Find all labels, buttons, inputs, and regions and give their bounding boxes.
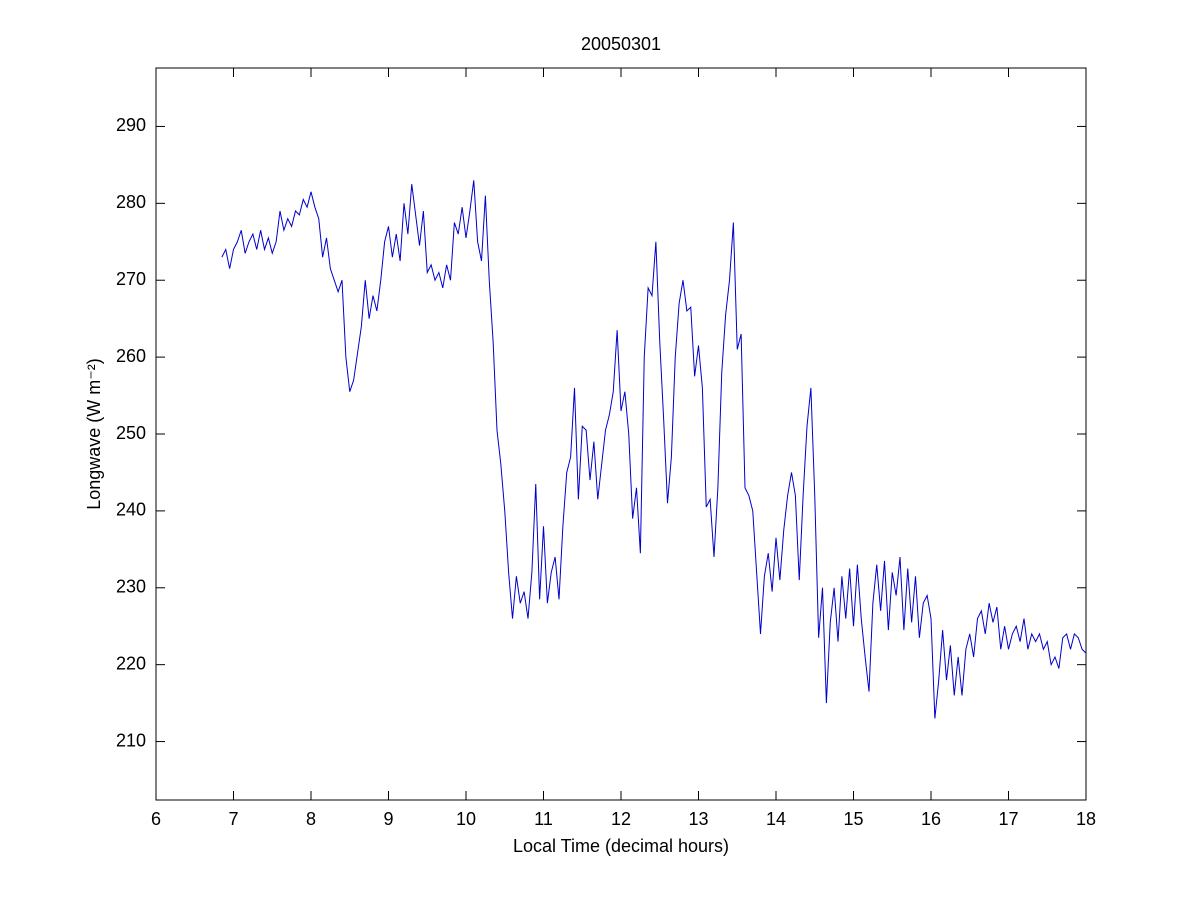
y-tick-label: 280 [116,192,146,212]
x-tick-label: 9 [383,809,393,829]
y-tick-label: 210 [116,730,146,750]
y-tick-label: 250 [116,423,146,443]
x-tick-label: 8 [306,809,316,829]
y-axis-label: Longwave (W m⁻²) [84,358,104,510]
y-tick-label: 220 [116,653,146,673]
x-tick-label: 14 [766,809,786,829]
x-tick-label: 12 [611,809,631,829]
x-tick-label: 10 [456,809,476,829]
y-tick-label: 230 [116,577,146,597]
y-tick-label: 260 [116,346,146,366]
plot-area [155,67,1087,801]
x-tick-label: 6 [151,809,161,829]
x-axis-label: Local Time (decimal hours) [513,836,729,856]
x-tick-label: 15 [843,809,863,829]
x-tick-label: 7 [228,809,238,829]
x-tick-label: 13 [688,809,708,829]
x-tick-label: 17 [998,809,1018,829]
x-tick-label: 11 [534,809,553,829]
x-tick-label: 16 [921,809,941,829]
chart-title: 20050301 [581,34,661,54]
line [221,180,1087,719]
y-tick-label: 290 [116,115,146,135]
y-tick-label: 270 [116,269,146,289]
y-tick-label: 240 [116,500,146,520]
x-tick-label: 18 [1076,809,1096,829]
